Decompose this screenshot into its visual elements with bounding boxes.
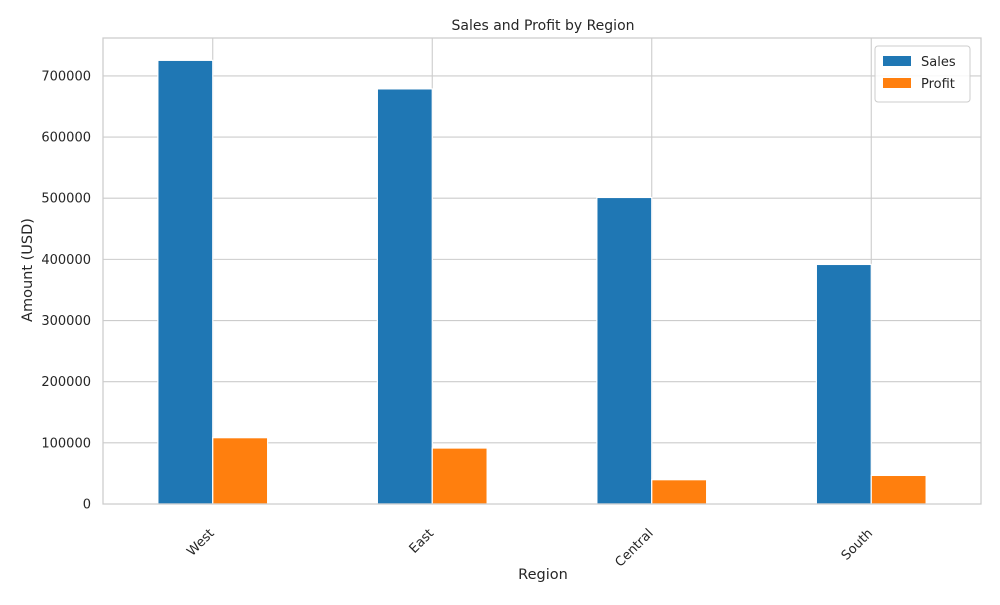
bar-profit-east <box>431 447 488 505</box>
x-tick-label: Central <box>612 526 656 570</box>
y-tick-label: 300000 <box>41 314 91 329</box>
y-tick-label: 200000 <box>41 375 91 390</box>
x-tick-label: South <box>839 526 876 563</box>
y-tick-label: 400000 <box>41 253 91 268</box>
y-axis-label: Amount (USD) <box>20 218 36 322</box>
bar-sales-central <box>596 196 653 505</box>
x-tick-label: West <box>184 526 217 559</box>
y-tick-label: 100000 <box>41 436 91 451</box>
bar-profit-south <box>870 474 927 505</box>
bar-sales-south <box>815 263 872 505</box>
y-tick-label: 700000 <box>41 69 91 84</box>
legend-swatch-profit <box>883 78 911 88</box>
x-ticks: West East Central South <box>184 526 876 570</box>
bar-profit-central <box>651 479 708 505</box>
bar-sales-east <box>376 88 433 505</box>
plot-frame <box>102 37 982 505</box>
legend: Sales Profit <box>874 45 971 103</box>
y-ticks: 0 100000 200000 300000 400000 500000 600000 700… <box>41 69 91 512</box>
y-tick-label: 600000 <box>41 131 91 146</box>
legend-label-profit: Profit <box>921 77 955 92</box>
chart-title: Sales and Profit by Region <box>451 18 634 34</box>
bar-sales-west <box>157 59 214 505</box>
y-tick-label: 500000 <box>41 192 91 207</box>
x-tick-label: East <box>407 526 437 556</box>
bar-profit-west <box>212 437 269 505</box>
legend-swatch-sales <box>883 56 911 66</box>
y-tick-label: 0 <box>83 498 91 513</box>
x-axis-label: Region <box>518 567 568 583</box>
legend-label-sales: Sales <box>921 55 956 70</box>
bars <box>157 59 927 505</box>
